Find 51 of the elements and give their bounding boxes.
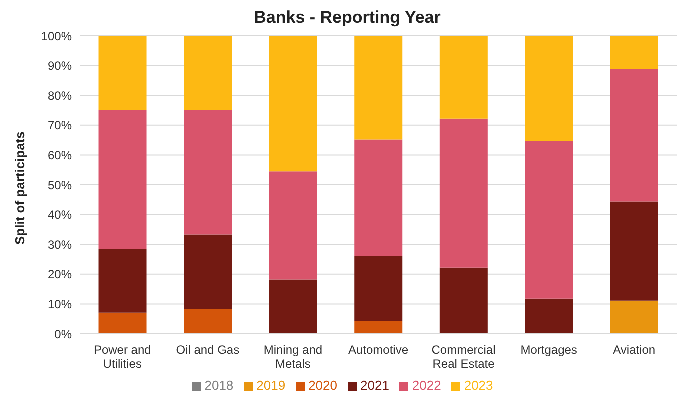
bar — [184, 309, 232, 334]
bar — [525, 141, 574, 299]
y-tick-label: 40% — [48, 208, 72, 222]
legend-label: 2020 — [308, 378, 338, 393]
bar — [610, 202, 658, 301]
bar — [269, 172, 318, 280]
x-tick-label: Aviation — [613, 343, 656, 357]
bar — [354, 36, 403, 140]
x-tick-label: Commercial Real Estate — [432, 343, 496, 371]
bar — [525, 36, 574, 142]
chart-title: Banks - Reporting Year — [253, 8, 442, 28]
y-tick-label: 70% — [48, 118, 72, 133]
bar — [269, 36, 318, 172]
y-tick-label: 80% — [48, 88, 72, 103]
bar — [440, 118, 488, 268]
x-tick-label: Mortgages — [520, 343, 578, 357]
y-tick-label: 50% — [48, 178, 72, 192]
bar — [610, 69, 658, 202]
bar — [98, 36, 147, 110]
legend-label: 2023 — [464, 378, 494, 393]
y-tick-label: 100% — [41, 29, 72, 44]
bar — [98, 110, 147, 250]
bar — [440, 268, 488, 334]
bar — [269, 280, 318, 334]
bar — [354, 140, 403, 257]
y-tick-label: 10% — [48, 297, 72, 312]
y-tick-label: 0% — [54, 327, 72, 342]
bar — [354, 321, 403, 334]
x-tick-label: Power and Utilities — [94, 343, 152, 371]
y-axis-title: Split of participats — [12, 132, 28, 245]
y-tick-label: 30% — [48, 238, 72, 252]
x-tick-label: Automotive — [348, 343, 409, 357]
legend-label: 2018 — [204, 378, 234, 393]
bar — [184, 234, 232, 310]
legend-label: 2022 — [412, 378, 442, 393]
bar — [98, 249, 147, 313]
x-tick-label: Oil and Gas — [176, 343, 240, 357]
x-tick-label: Mining and Metals — [264, 343, 323, 371]
y-tick-label: 60% — [48, 148, 72, 162]
bar — [184, 36, 232, 110]
bar — [184, 110, 232, 235]
bar — [610, 36, 658, 70]
bar — [525, 298, 574, 334]
legend-label: 2021 — [360, 378, 390, 393]
legend-label: 2019 — [256, 378, 286, 393]
y-tick-label: 20% — [48, 268, 72, 282]
bar — [610, 300, 658, 334]
bar — [98, 312, 147, 334]
bar — [440, 36, 488, 119]
y-tick-label: 90% — [48, 59, 72, 74]
bar — [354, 256, 403, 322]
